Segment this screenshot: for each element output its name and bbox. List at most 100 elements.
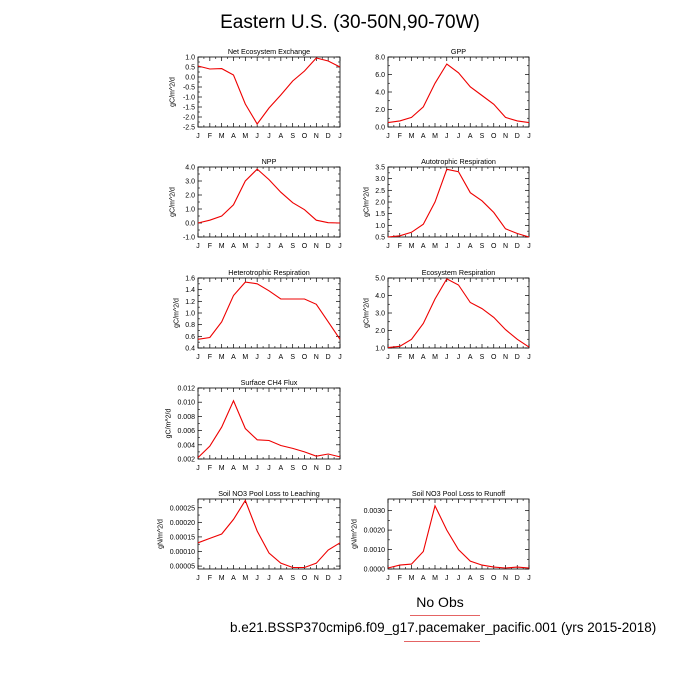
x-tick-label: D [326,354,331,361]
x-tick-label: J [445,575,449,582]
x-tick-label: J [338,465,342,472]
y-tick-label: 0.0000 [364,567,386,574]
y-tick-label: -1.0 [183,95,195,102]
x-tick-label: N [314,465,319,472]
panel-9: J F M A M J J A S O N D J0.00000.00100.00200.0030Soi… [352,489,531,582]
x-tick-label: D [515,575,520,582]
y-tick-label: 1.4 [185,287,195,294]
panel-title: Surface CH4 Flux [241,378,298,387]
x-tick-label: M [219,465,225,472]
y-tick-label: 5.0 [375,276,385,283]
plot-frame [197,498,341,570]
x-tick-label: J [255,465,259,472]
y-tick-label: 0.0 [185,221,195,228]
y-tick-label: -1.0 [183,235,195,242]
plot-frame [197,166,341,238]
x-tick-label: A [421,575,426,582]
x-tick-label: M [432,354,438,361]
caption: b.e21.BSSP370cmip6.f09_g17.pacemaker_pac… [230,620,657,635]
x-tick-label: D [326,575,331,582]
series-line [197,499,341,569]
x-tick-label: J [338,243,342,250]
panel-7: J F M A M J J A S O N D J0.0020.0040.0060.0080.0100.… [166,378,342,472]
legend-label: No Obs [416,594,464,610]
x-tick-label: A [231,575,236,582]
x-tick-label: S [290,133,295,140]
panel-8: J F M A M J J A S O N D J0.000050.000100.000150.0002… [158,489,342,582]
x-tick-label: J [457,575,461,582]
x-tick-label: F [208,354,212,361]
y-axis-label: gN/m^2/d [158,519,165,549]
series-line [197,281,341,340]
x-tick-label: J [196,354,200,361]
x-tick-label: A [421,354,426,361]
y-tick-label: -2.5 [183,125,195,132]
y-tick-label: 2.0 [375,328,385,335]
y-tick-label: 2.5 [375,188,385,195]
y-tick-label: 1.0 [185,311,195,318]
x-tick-label: S [290,243,295,250]
y-tick-label: 0.0020 [364,528,386,535]
y-tick-label: 0.012 [177,386,195,393]
x-tick-label: S [480,133,485,140]
y-tick-label: 0.6 [185,334,195,341]
y-tick-label: 4.0 [185,165,195,172]
x-tick-label: J [196,465,200,472]
panel-title: Ecosystem Respiration [422,268,496,277]
x-tick-label: O [302,575,308,582]
y-tick-label: 0.00025 [170,505,195,512]
x-tick-label: A [231,465,236,472]
x-tick-label: N [314,133,319,140]
y-axis-label: gC/m^2/d [169,187,176,217]
x-tick-label: J [196,133,200,140]
y-tick-label: 0.004 [177,442,195,449]
plot-frame [197,56,341,128]
x-tick-label: J [255,575,259,582]
caption-underline [404,641,480,642]
x-tick-label: A [468,575,473,582]
series-line [197,399,341,458]
x-tick-label: F [398,133,402,140]
x-tick-label: M [242,575,248,582]
x-tick-label: A [231,243,236,250]
y-tick-label: -2.0 [183,115,195,122]
plot-frame [387,277,530,349]
figure-title: Eastern U.S. (30-50N,90-70W) [220,12,480,33]
x-tick-label: F [398,354,402,361]
y-tick-label: 2.0 [375,200,385,207]
x-tick-label: O [491,133,497,140]
x-tick-label: M [219,575,225,582]
x-tick-label: D [515,354,520,361]
x-tick-label: M [242,354,248,361]
panel-title: Heterotrophic Respiration [228,268,310,277]
plot-frame [197,387,341,460]
y-tick-label: 3.5 [375,165,385,172]
x-tick-label: J [267,575,271,582]
x-tick-label: J [338,354,342,361]
x-tick-label: D [515,243,520,250]
y-tick-label: 0.5 [375,235,385,242]
series-line [387,63,530,124]
panel-1: J F M A M J J A S O N D J-2.5-2.0-1.5-1.0-0.50.00.51… [169,47,341,140]
x-tick-label: O [491,575,497,582]
y-tick-label: 1.6 [185,276,195,283]
y-tick-label: 0.00010 [170,549,195,556]
x-tick-label: J [386,354,390,361]
panel-title: Net Ecosystem Exchange [228,47,310,56]
x-tick-label: M [409,243,415,250]
x-tick-label: S [480,243,485,250]
x-tick-label: M [409,354,415,361]
y-tick-label: -0.5 [183,85,195,92]
x-tick-label: A [278,133,283,140]
plot-frame [387,166,530,238]
y-axis-label: gC/m^2/d [173,298,180,328]
x-tick-label: A [421,133,426,140]
panel-title: GPP [451,47,466,56]
y-tick-label: 0.0 [375,125,385,132]
x-tick-label: M [242,243,248,250]
y-tick-label: 2.0 [185,193,195,200]
y-tick-label: 0.00015 [170,534,195,541]
x-tick-label: N [314,243,319,250]
series-line [197,57,341,125]
